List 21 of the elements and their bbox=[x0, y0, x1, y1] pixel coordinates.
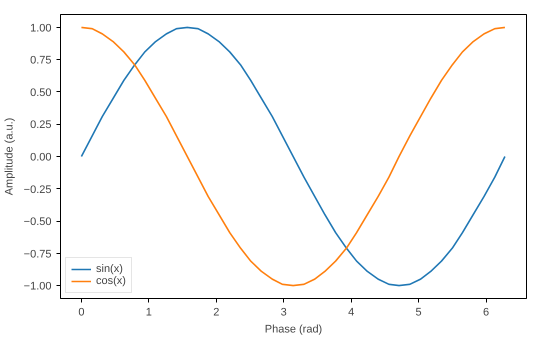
x-tick-label: 3 bbox=[280, 306, 287, 318]
legend-label: cos(x) bbox=[96, 275, 126, 287]
y-axis-title: Amplitude (a.u.) bbox=[4, 118, 16, 196]
y-tick-label: 0.25 bbox=[30, 119, 52, 132]
y-tick-label: −1.00 bbox=[24, 280, 52, 293]
x-tick-label: 6 bbox=[482, 306, 490, 318]
y-tick-label: 0.50 bbox=[30, 86, 52, 99]
y-tick-label: −0.25 bbox=[24, 184, 52, 196]
x-tick-label: 1 bbox=[146, 306, 152, 318]
line-series bbox=[80, 26, 506, 286]
y-tick-label: 1.00 bbox=[30, 22, 52, 34]
legend-label: sin(x) bbox=[96, 263, 123, 275]
x-tick-label: 5 bbox=[416, 306, 422, 318]
y-tick-label: 0.75 bbox=[30, 54, 52, 67]
y-tick-label: −0.75 bbox=[24, 248, 52, 260]
x-tick-label: 2 bbox=[213, 306, 220, 318]
x-tick-label: 0 bbox=[78, 306, 84, 318]
x-axis-title: Phase (rad) bbox=[264, 324, 322, 336]
x-tick-label: 4 bbox=[348, 306, 354, 318]
y-tick-label: −0.50 bbox=[24, 216, 52, 228]
y-tick-label: 0.00 bbox=[30, 152, 52, 164]
